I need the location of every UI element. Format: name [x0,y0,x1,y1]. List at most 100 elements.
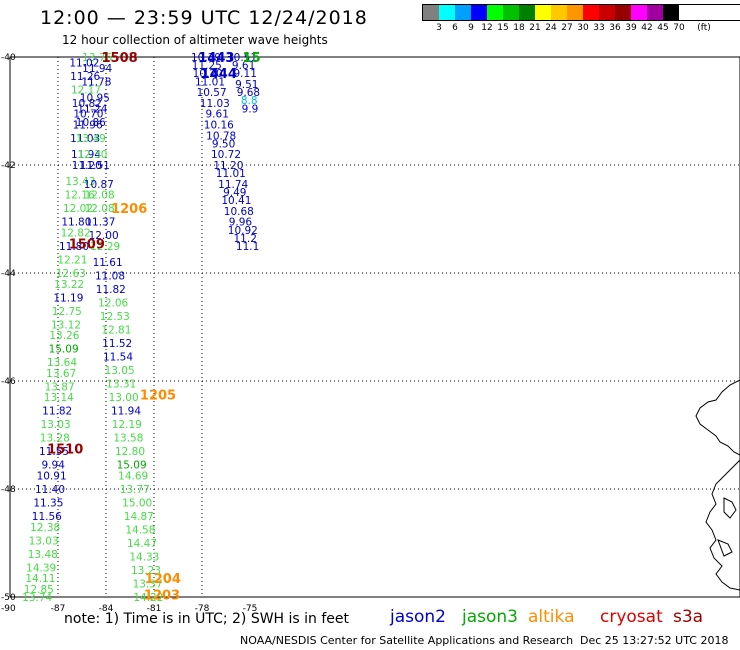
wave-height-value: 14.33 [129,552,159,564]
wave-height-value: 10.39 [191,52,221,64]
legend-swatch [599,5,615,20]
wave-height-value: 11.94 [111,406,141,418]
lat-tick-label: -50 [1,593,16,603]
lon-tick-label: -84 [99,604,114,614]
wave-height-value: 9.68 [237,87,260,99]
wave-height-value: 13.49 [76,133,106,145]
track-time-label: 15 [243,51,261,66]
legend-level-label: 9 [468,23,474,33]
legend-level-label: 6 [452,23,458,33]
wave-height-value: 13.12 [51,319,81,331]
wave-height-value: 15.09 [117,460,147,472]
legend-swatch [455,5,471,20]
legend-swatch [647,5,663,20]
legend-swatch [663,5,679,20]
wave-height-value: 11.74 [218,179,248,191]
wave-height-value: 15.00 [122,498,152,510]
wave-height-value: 10.16 [204,120,234,132]
wave-height-value: 9.11 [234,68,257,80]
wave-height-value: 11.51 [80,160,110,172]
wave-height-value: 11.78 [81,76,111,88]
wave-height-value: 11.25 [192,60,222,72]
legend-level-label: 27 [561,23,573,33]
legend-level-label: 45 [657,23,669,33]
wave-height-value: 11.08 [95,271,125,283]
wave-height-value: 11.20 [72,160,102,172]
wave-height-value: 12.82 [61,228,91,240]
wave-height-value: 13.87 [45,381,75,393]
legend-swatch [519,5,535,20]
legend-level-label: 36 [609,23,621,33]
legend-level-label: 42 [641,23,653,33]
lat-tick-label: -46 [1,377,16,387]
track-time-label: 1205 [140,389,176,404]
wave-height-value: 13.14 [44,392,74,404]
wave-height-value: 13.03 [41,419,71,431]
legend-swatch [551,5,567,20]
wave-height-value: 12.06 [98,298,128,310]
wave-height-value: 12.16 [65,190,95,202]
wave-height-value: 9.96 [229,217,253,229]
wave-height-value: 13.74 [22,592,52,604]
legend-level-label: 15 [497,23,509,33]
lat-tick-label: -44 [1,269,16,279]
wave-height-value: 9.94 [42,460,66,472]
wave-height-value: 12.85 [24,584,54,596]
wave-height-value: 11.52 [102,338,132,350]
note-text: note: 1) Time is in UTC; 2) SWH is in fe… [64,611,350,627]
wave-height-value: 11.54 [103,352,133,364]
wave-height-value: 13.23 [131,565,161,577]
wave-height-value: 11.01 [195,76,225,88]
wave-height-value: 13.28 [40,433,70,445]
legend-level-label: 12 [481,23,493,33]
legend-level-label: 33 [593,23,605,33]
wave-height-value: 9.61 [232,60,255,72]
corner-lon-label: -90 [1,604,16,614]
satellite-s3a: s3a [673,607,704,627]
wave-height-value: 13.37 [133,579,163,591]
wave-height-value: 11.94 [71,149,101,161]
page-title: 12:00 — 23:59 UTC 12/24/2018 [40,7,368,29]
lon-tick-label: -78 [195,604,210,614]
satellite-cryosat: cryosat [600,607,663,627]
wave-height-value: 10.91 [37,471,67,483]
wave-height-value: 14.69 [118,471,148,483]
lat-tick-label: -48 [1,485,16,495]
satellite-jason2: jason2 [390,607,446,627]
wave-height-value: 14.11 [25,573,55,585]
lon-tick-label: -75 [243,604,258,614]
wave-height-value: 11.40 [35,484,65,496]
wave-height-value: 11.24 [77,103,107,115]
satellite-altika: altika [528,607,575,627]
wave-height-value: 14.39 [26,562,56,574]
wave-height-value: 10.20 [193,68,223,80]
legend-swatch [583,5,599,20]
legend-swatch [503,5,519,20]
satellite-jason3: jason3 [462,607,518,627]
wave-height-value: 12.38 [30,522,60,534]
wave-height-value: 13.77 [120,484,150,496]
wave-height-value: 11.02 [69,57,99,69]
wave-height-value: 14.22 [133,592,163,604]
wave-height-value: 12.02 [63,203,93,215]
wave-height-value: 11.2 [234,233,257,245]
legend-swatch [631,5,647,20]
track-time-label: 1509 [69,237,105,252]
wave-height-value: 11.80 [59,241,89,253]
wave-height-value: 13.64 [47,357,77,369]
wave-height-value: 9.50 [212,138,235,150]
track-time-label: 1444 [201,67,237,82]
track-time-label: 1510 [47,443,83,458]
wave-height-value: 12.81 [101,325,131,337]
wave-height-value: 10.70 [73,109,103,121]
wave-height-value: 11.82 [42,406,72,418]
wave-height-value: 13.58 [113,433,143,445]
wave-height-value: 9.51 [235,79,258,91]
lat-tick-label: -40 [1,53,16,63]
wave-height-value: 10.92 [228,225,258,237]
wave-height-value: 14.47 [127,538,157,550]
wave-height-value: 11.26 [70,71,100,83]
wave-height-value: 12.80 [115,446,145,458]
wave-height-value: 14.58 [125,525,155,537]
